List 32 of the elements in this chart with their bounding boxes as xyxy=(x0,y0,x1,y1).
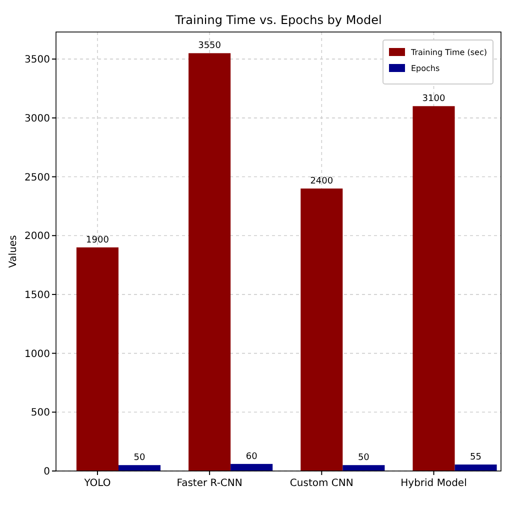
data-label: 50 xyxy=(358,453,370,464)
y-axis-title: Values xyxy=(8,235,19,268)
bar xyxy=(118,465,161,471)
legend-label: Epochs xyxy=(411,64,440,73)
y-tick-label: 2500 xyxy=(24,172,50,184)
y-tick-label: 500 xyxy=(30,408,50,419)
y-tick-label: 3500 xyxy=(24,54,50,66)
x-tick-label: YOLO xyxy=(83,478,111,489)
bar xyxy=(76,247,118,471)
data-label: 2400 xyxy=(310,176,334,187)
data-label: 3550 xyxy=(198,41,222,52)
legend-label: Training Time (sec) xyxy=(410,48,487,57)
x-tick-label: Hybrid Model xyxy=(400,478,467,489)
data-label: 3100 xyxy=(422,94,446,104)
bar xyxy=(412,106,455,471)
bar xyxy=(300,188,343,471)
bar xyxy=(230,464,273,471)
y-tick-label: 2000 xyxy=(24,231,50,242)
y-tick-label: 1000 xyxy=(24,348,50,360)
data-label: 1900 xyxy=(86,235,110,246)
bar xyxy=(188,53,231,471)
data-label: 50 xyxy=(134,453,146,464)
y-tick-label: 3000 xyxy=(24,113,50,124)
y-tick-label: 1500 xyxy=(24,290,50,301)
data-label: 55 xyxy=(470,452,482,463)
y-tick-label: 0 xyxy=(44,466,50,478)
bar xyxy=(454,464,497,471)
chart-title: Training Time vs. Epochs by Model xyxy=(174,13,382,27)
x-tick-label: Custom CNN xyxy=(290,478,354,489)
x-tick-label: Faster R-CNN xyxy=(176,478,242,489)
bar xyxy=(342,465,385,471)
data-label: 60 xyxy=(246,452,258,462)
